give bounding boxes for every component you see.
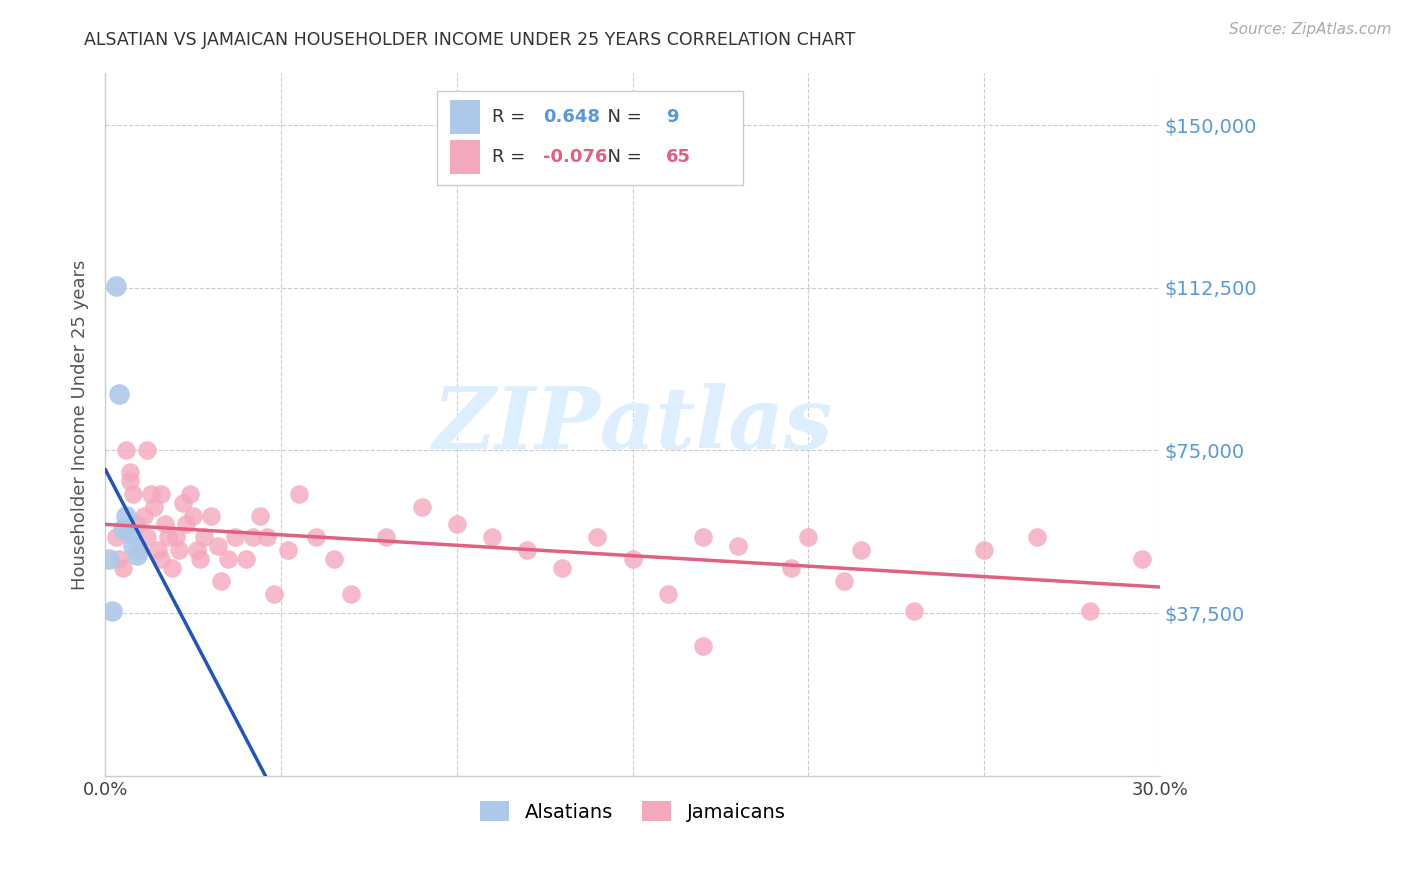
Text: N =: N = (596, 148, 647, 166)
Text: 65: 65 (666, 148, 692, 166)
FancyBboxPatch shape (437, 91, 744, 186)
Point (586, 530, 609, 544)
Point (200, 508, 222, 523)
Text: R =: R = (492, 148, 531, 166)
Point (277, 543, 299, 558)
Point (186, 543, 208, 558)
Point (146, 543, 169, 558)
Point (167, 543, 190, 558)
Text: 0.648: 0.648 (543, 108, 600, 127)
Point (242, 530, 264, 544)
Point (108, 387, 131, 401)
Legend: Alsatians, Jamaicans: Alsatians, Jamaicans (472, 793, 793, 830)
Point (136, 443, 159, 458)
Y-axis label: Householder Income Under 25 years: Householder Income Under 25 years (72, 260, 89, 590)
Point (375, 530, 398, 544)
Point (779, 560, 801, 574)
Point (692, 639, 714, 653)
FancyBboxPatch shape (450, 101, 479, 134)
Point (207, 539, 229, 553)
Point (129, 543, 152, 558)
Point (104, 278, 127, 293)
Point (193, 530, 215, 544)
Point (115, 508, 138, 523)
Point (118, 474, 141, 488)
Point (797, 530, 820, 544)
Point (125, 517, 148, 532)
Text: 9: 9 (666, 108, 679, 127)
Point (150, 487, 173, 501)
Point (305, 530, 328, 544)
Point (104, 530, 127, 544)
Point (1025, 530, 1047, 544)
Point (115, 443, 138, 458)
Point (657, 586, 679, 600)
Point (150, 552, 173, 566)
Point (832, 574, 855, 588)
Point (118, 465, 141, 479)
Point (235, 552, 257, 566)
Point (136, 530, 159, 544)
Point (132, 508, 155, 523)
Point (249, 508, 271, 523)
Point (118, 525, 141, 540)
Point (125, 548, 148, 562)
Point (111, 560, 134, 574)
Point (446, 517, 468, 532)
Point (903, 604, 925, 618)
Point (139, 487, 162, 501)
Point (179, 487, 201, 501)
Text: -0.076: -0.076 (543, 148, 607, 166)
Point (621, 552, 644, 566)
Point (157, 530, 180, 544)
Point (153, 517, 176, 532)
Point (224, 530, 246, 544)
Point (188, 552, 211, 566)
Point (174, 517, 197, 532)
Point (165, 530, 187, 544)
Point (516, 543, 538, 558)
Point (973, 543, 995, 558)
Point (111, 522, 134, 536)
Point (160, 560, 183, 574)
Point (1130, 552, 1153, 566)
Point (287, 487, 309, 501)
Point (411, 500, 433, 514)
Point (263, 586, 285, 600)
Point (217, 552, 239, 566)
Point (551, 560, 574, 574)
Text: ALSATIAN VS JAMAICAN HOUSEHOLDER INCOME UNDER 25 YEARS CORRELATION CHART: ALSATIAN VS JAMAICAN HOUSEHOLDER INCOME … (84, 31, 856, 49)
Point (97, 552, 120, 566)
Point (481, 530, 503, 544)
Point (340, 586, 363, 600)
Point (209, 574, 232, 588)
Text: ZIP​atlas: ZIP​atlas (433, 383, 832, 467)
Text: Source: ZipAtlas.com: Source: ZipAtlas.com (1229, 22, 1392, 37)
Point (108, 552, 131, 566)
Point (172, 495, 194, 509)
Text: N =: N = (596, 108, 647, 127)
Text: R =: R = (492, 108, 531, 127)
Point (181, 508, 204, 523)
Point (122, 539, 145, 553)
Point (692, 530, 714, 544)
Point (122, 487, 145, 501)
Point (727, 539, 749, 553)
FancyBboxPatch shape (450, 140, 479, 174)
Point (849, 543, 872, 558)
Point (256, 530, 278, 544)
Point (143, 500, 166, 514)
Point (1078, 604, 1101, 618)
Point (101, 604, 124, 618)
Point (322, 552, 344, 566)
